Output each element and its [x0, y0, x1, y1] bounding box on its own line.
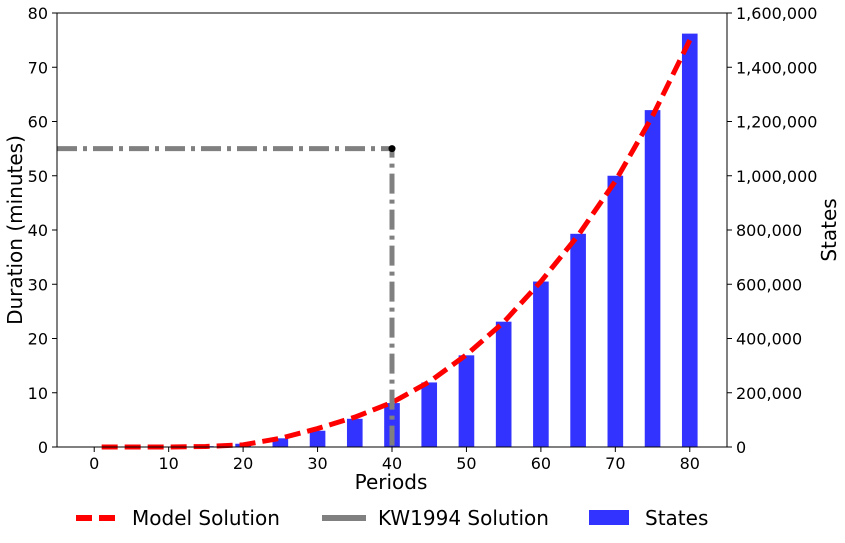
x-tick-label: 80 — [680, 454, 700, 473]
y-right-tick-label: 1,400,000 — [736, 58, 817, 77]
bar — [644, 110, 661, 448]
x-tick-label: 60 — [531, 454, 551, 473]
bar — [272, 438, 289, 447]
legend-states-swatch — [589, 510, 629, 525]
legend: Model Solution KW1994 Solution States — [76, 506, 708, 530]
x-tick-label: 50 — [456, 454, 476, 473]
y-left-axis-title: Duration (minutes) — [3, 135, 27, 325]
x-tick-label: 10 — [158, 454, 178, 473]
bar — [570, 233, 586, 447]
legend-model-label: Model Solution — [132, 506, 280, 530]
model-solution-line — [101, 39, 693, 450]
bar — [384, 403, 400, 447]
y-left-tick-label: 30 — [28, 275, 48, 294]
y-right-tick-label: 800,000 — [736, 221, 802, 240]
y-left-tick-label: 40 — [28, 221, 48, 240]
bar — [458, 355, 475, 447]
x-tick-label: 0 — [89, 454, 99, 473]
x-tick-label: 70 — [605, 454, 625, 473]
y-right-tick-label: 600,000 — [736, 275, 802, 294]
y-left-tick-label: 70 — [28, 58, 48, 77]
y-left-tick-label: 10 — [28, 384, 48, 403]
x-tick-label: 20 — [233, 454, 253, 473]
y-left-tick-label: 0 — [38, 438, 48, 457]
kw1994-solution-marker — [388, 145, 396, 153]
y-right-tick-label: 1,000,000 — [736, 167, 817, 186]
y-left-tick-label: 50 — [28, 167, 48, 186]
bar — [681, 33, 698, 448]
y-right-tick-label: 400,000 — [736, 330, 802, 349]
x-tick-label: 30 — [307, 454, 327, 473]
kw1994-solution-line — [57, 146, 395, 447]
bar — [421, 382, 438, 447]
y-left-tick-label: 60 — [28, 113, 48, 132]
legend-states-label: States — [645, 506, 708, 530]
y-right-tick-label: 200,000 — [736, 384, 802, 403]
bars-layer — [198, 33, 698, 448]
axes-layer: 0 10 20 30 40 50 60 70 80 0 10 20 30 40 50 60 70 80 0 200,0… — [28, 4, 818, 473]
y-right-axis-title: States — [817, 198, 841, 261]
lines-layer — [57, 39, 693, 450]
x-tick-label: 40 — [382, 454, 402, 473]
y-right-tick-label: 0 — [736, 438, 746, 457]
y-left-tick-label: 80 — [28, 4, 48, 23]
x-axis-title: Periods — [355, 470, 428, 494]
y-right-tick-label: 1,600,000 — [736, 4, 817, 23]
y-left-tick-label: 20 — [28, 330, 48, 349]
bar — [309, 430, 326, 447]
legend-kw-label: KW1994 Solution — [378, 506, 549, 530]
bar — [346, 418, 363, 447]
bar — [607, 175, 624, 447]
bar — [495, 321, 512, 447]
bar — [533, 281, 549, 447]
y-right-tick-label: 1,200,000 — [736, 113, 817, 132]
